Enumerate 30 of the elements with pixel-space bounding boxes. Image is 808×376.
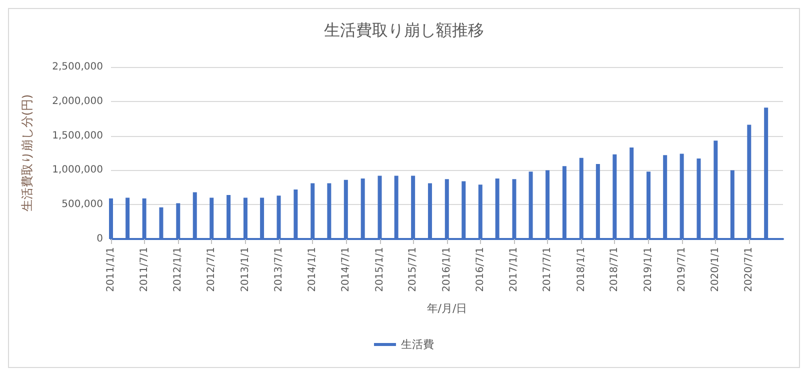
chart-title: 生活費取り崩し額推移: [324, 20, 484, 40]
y-tick-label: 1,500,000: [52, 130, 103, 142]
y-tick-label: 0: [96, 234, 103, 244]
x-tick-label: 2013/1/1: [240, 247, 251, 292]
x-tick-label: 2011/7/1: [138, 247, 150, 292]
y-tick-label: 2,500,000: [52, 62, 103, 72]
x-tick-label: 2020/1/1: [710, 247, 722, 292]
x-tick-label: 2017/7/1: [542, 247, 554, 292]
x-tick-label: 2011/1/1: [106, 247, 116, 292]
x-tick-label: 2015/7/1: [408, 247, 419, 292]
x-tick-label: 2019/7/1: [676, 247, 688, 292]
x-tick-label: 2016/1/1: [441, 247, 452, 292]
y-tick-label: 500,000: [62, 199, 103, 210]
x-tick-label: 2018/7/1: [609, 247, 620, 292]
y-tick-label: 2,000,000: [52, 96, 103, 107]
x-tick-label: 2016/7/1: [474, 247, 486, 292]
x-tick-label: 2014/7/1: [340, 247, 352, 292]
y-tick-label: 1,000,000: [52, 164, 103, 176]
x-tick-label: 2018/1/1: [576, 247, 587, 292]
x-tick-label: 2014/1/1: [307, 247, 318, 292]
x-tick-label: 2013/7/1: [273, 247, 284, 292]
x-tick-label: 2019/1/1: [643, 247, 654, 292]
x-axis-title: 年/月/日: [426, 302, 468, 315]
y-axis-title: 生活費取り崩し分(円): [20, 94, 34, 212]
x-tick-label: 2020/7/1: [744, 247, 755, 292]
legend-label: 生活費: [401, 338, 434, 351]
x-tick-label: 2012/7/1: [206, 247, 218, 292]
x-tick-label: 2015/1/1: [374, 247, 386, 292]
x-tick-label: 2012/1/1: [172, 247, 184, 292]
x-tick-label: 2017/1/1: [508, 247, 520, 292]
